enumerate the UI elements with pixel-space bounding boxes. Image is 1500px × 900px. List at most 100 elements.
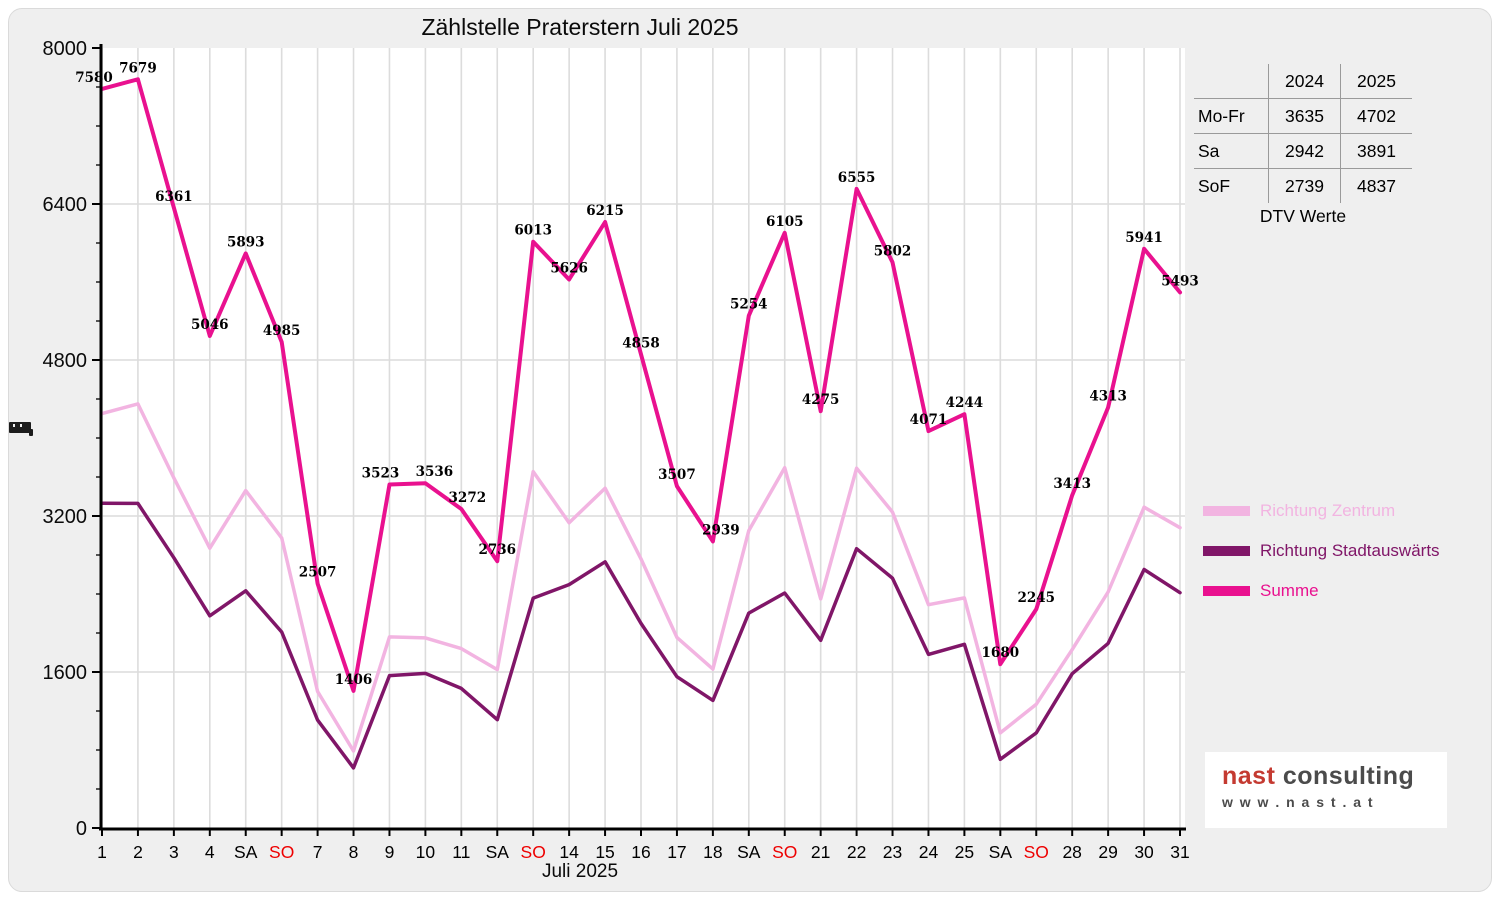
legend-item-summe: Summe <box>1203 571 1440 611</box>
dtv-value: 2942 <box>1268 133 1340 168</box>
legend-label-summe: Summe <box>1260 581 1319 600</box>
data-point-label: 5626 <box>550 260 588 276</box>
legend-swatch-summe-icon <box>1203 586 1250 596</box>
x-tick-label-sunday: SO <box>269 842 294 862</box>
y-tick-label: 8000 <box>43 38 88 60</box>
legend-item-stadtauswaerts: Richtung Stadtauswärts <box>1203 531 1440 571</box>
x-tick-label: 3 <box>169 842 179 862</box>
x-tick-label: 9 <box>385 842 395 862</box>
x-tick-label: 30 <box>1134 842 1154 862</box>
data-point-label: 6555 <box>838 170 876 186</box>
data-point-label: 5893 <box>227 234 265 250</box>
data-point-label: 5046 <box>191 317 229 333</box>
legend-label-zentrum: Richtung Zentrum <box>1260 501 1396 520</box>
x-tick-label: 15 <box>595 842 614 862</box>
data-point-label: 1680 <box>982 645 1020 661</box>
dtv-value: 4837 <box>1340 168 1412 203</box>
data-point-label: 2736 <box>478 542 516 558</box>
y-tick-label: 1600 <box>43 662 88 684</box>
legend-swatch-stadtauswaerts-icon <box>1203 546 1250 556</box>
y-tick-label: 0 <box>76 818 87 840</box>
x-tick-label: 28 <box>1062 842 1081 862</box>
series-line-summe <box>100 77 1182 693</box>
logo-wordmark: nast consulting <box>1222 762 1447 790</box>
dtv-table: 2024 2025 Mo-Fr 3635 4702 Sa 2942 3891 S… <box>1194 64 1412 203</box>
logo-url: w w w . n a s t . a t <box>1222 794 1375 810</box>
data-point-label: 3272 <box>449 490 487 506</box>
data-point-label: 5941 <box>1125 230 1163 246</box>
dtv-header-2025: 2025 <box>1340 64 1412 98</box>
series-line-stadtauswaerts <box>100 501 1182 770</box>
data-point-label: 6013 <box>514 223 552 239</box>
data-point-label: 2507 <box>299 565 337 581</box>
data-point-label: 3523 <box>362 466 400 482</box>
x-tick-label: SA <box>737 842 761 862</box>
x-tick-label-sunday: SO <box>521 842 546 862</box>
dtv-value: 2739 <box>1268 168 1340 203</box>
dtv-row-label: Mo-Fr <box>1194 98 1268 133</box>
dtv-row-label: SoF <box>1194 168 1268 203</box>
data-point-label: 6361 <box>155 189 193 205</box>
x-tick-label: 14 <box>559 842 579 862</box>
data-point-label: 4275 <box>802 392 840 408</box>
data-point-label: 6105 <box>766 214 804 230</box>
data-point-label: 2245 <box>1017 590 1055 606</box>
data-point-label: 4244 <box>946 395 984 411</box>
chart-title: Zählstelle Praterstern Juli 2025 <box>421 14 739 40</box>
x-tick-label: SA <box>989 842 1013 862</box>
x-axis-title: Juli 2025 <box>541 861 619 882</box>
x-tick-label: 17 <box>667 842 686 862</box>
data-point-label: 3536 <box>416 464 454 480</box>
y-tick-label: 6400 <box>43 194 88 216</box>
dtv-corner-cell <box>1194 64 1268 98</box>
data-point-label: 7679 <box>119 60 157 76</box>
legend-label-stadtauswaerts: Richtung Stadtauswärts <box>1260 541 1440 560</box>
x-tick-label: 31 <box>1170 842 1189 862</box>
legend-item-zentrum: Richtung Zentrum <box>1203 491 1440 531</box>
data-point-label: 3507 <box>658 467 696 483</box>
y-tick-label: 3200 <box>43 506 88 528</box>
x-tick-label: 23 <box>883 842 902 862</box>
x-tick-label: 8 <box>349 842 359 862</box>
logo-brand-red: nast <box>1222 762 1276 790</box>
data-point-label: 4858 <box>622 335 660 351</box>
x-tick-label-sunday: SO <box>772 842 797 862</box>
x-tick-label: 7 <box>313 842 323 862</box>
chart-legend: Richtung Zentrum Richtung Stadtauswärts … <box>1203 491 1440 611</box>
x-tick-label: 25 <box>955 842 974 862</box>
data-point-label: 6215 <box>586 203 624 219</box>
dtv-table-caption: DTV Werte <box>1259 206 1347 226</box>
x-tick-label: SA <box>234 842 258 862</box>
x-tick-label: 24 <box>919 842 939 862</box>
x-tick-label: 4 <box>205 842 215 862</box>
dtv-header-2024: 2024 <box>1268 64 1340 98</box>
dtv-value: 3891 <box>1340 133 1412 168</box>
logo-brand-gray: consulting <box>1282 762 1415 790</box>
series-line-zentrum <box>100 402 1182 753</box>
x-tick-label: 29 <box>1098 842 1117 862</box>
dtv-row-label: Sa <box>1194 133 1268 168</box>
x-tick-label: 11 <box>452 842 470 862</box>
data-point-label: 7580 <box>75 70 113 86</box>
dtv-value: 4702 <box>1340 98 1412 133</box>
data-point-label: 4313 <box>1089 388 1127 404</box>
data-point-label: 5802 <box>874 243 912 259</box>
data-point-label: 5493 <box>1161 273 1199 289</box>
y-axis-label-compressed-icon <box>9 421 35 437</box>
x-tick-label-sunday: SO <box>1024 842 1049 862</box>
data-point-label: 3413 <box>1053 476 1091 492</box>
x-tick-label: 2 <box>133 842 143 862</box>
x-tick-label: 16 <box>631 842 650 862</box>
x-tick-label: 22 <box>847 842 866 862</box>
x-tick-label: SA <box>486 842 510 862</box>
data-point-label: 4071 <box>910 412 948 428</box>
y-tick-label: 4800 <box>43 350 88 372</box>
nast-consulting-logo: nast consulting w w w . n a s t . a t <box>1205 752 1447 828</box>
plot-area <box>100 48 1185 828</box>
data-point-label: 2939 <box>702 522 740 538</box>
legend-swatch-zentrum-icon <box>1203 506 1250 516</box>
dtv-value: 3635 <box>1268 98 1340 133</box>
data-point-label: 4985 <box>263 323 301 339</box>
